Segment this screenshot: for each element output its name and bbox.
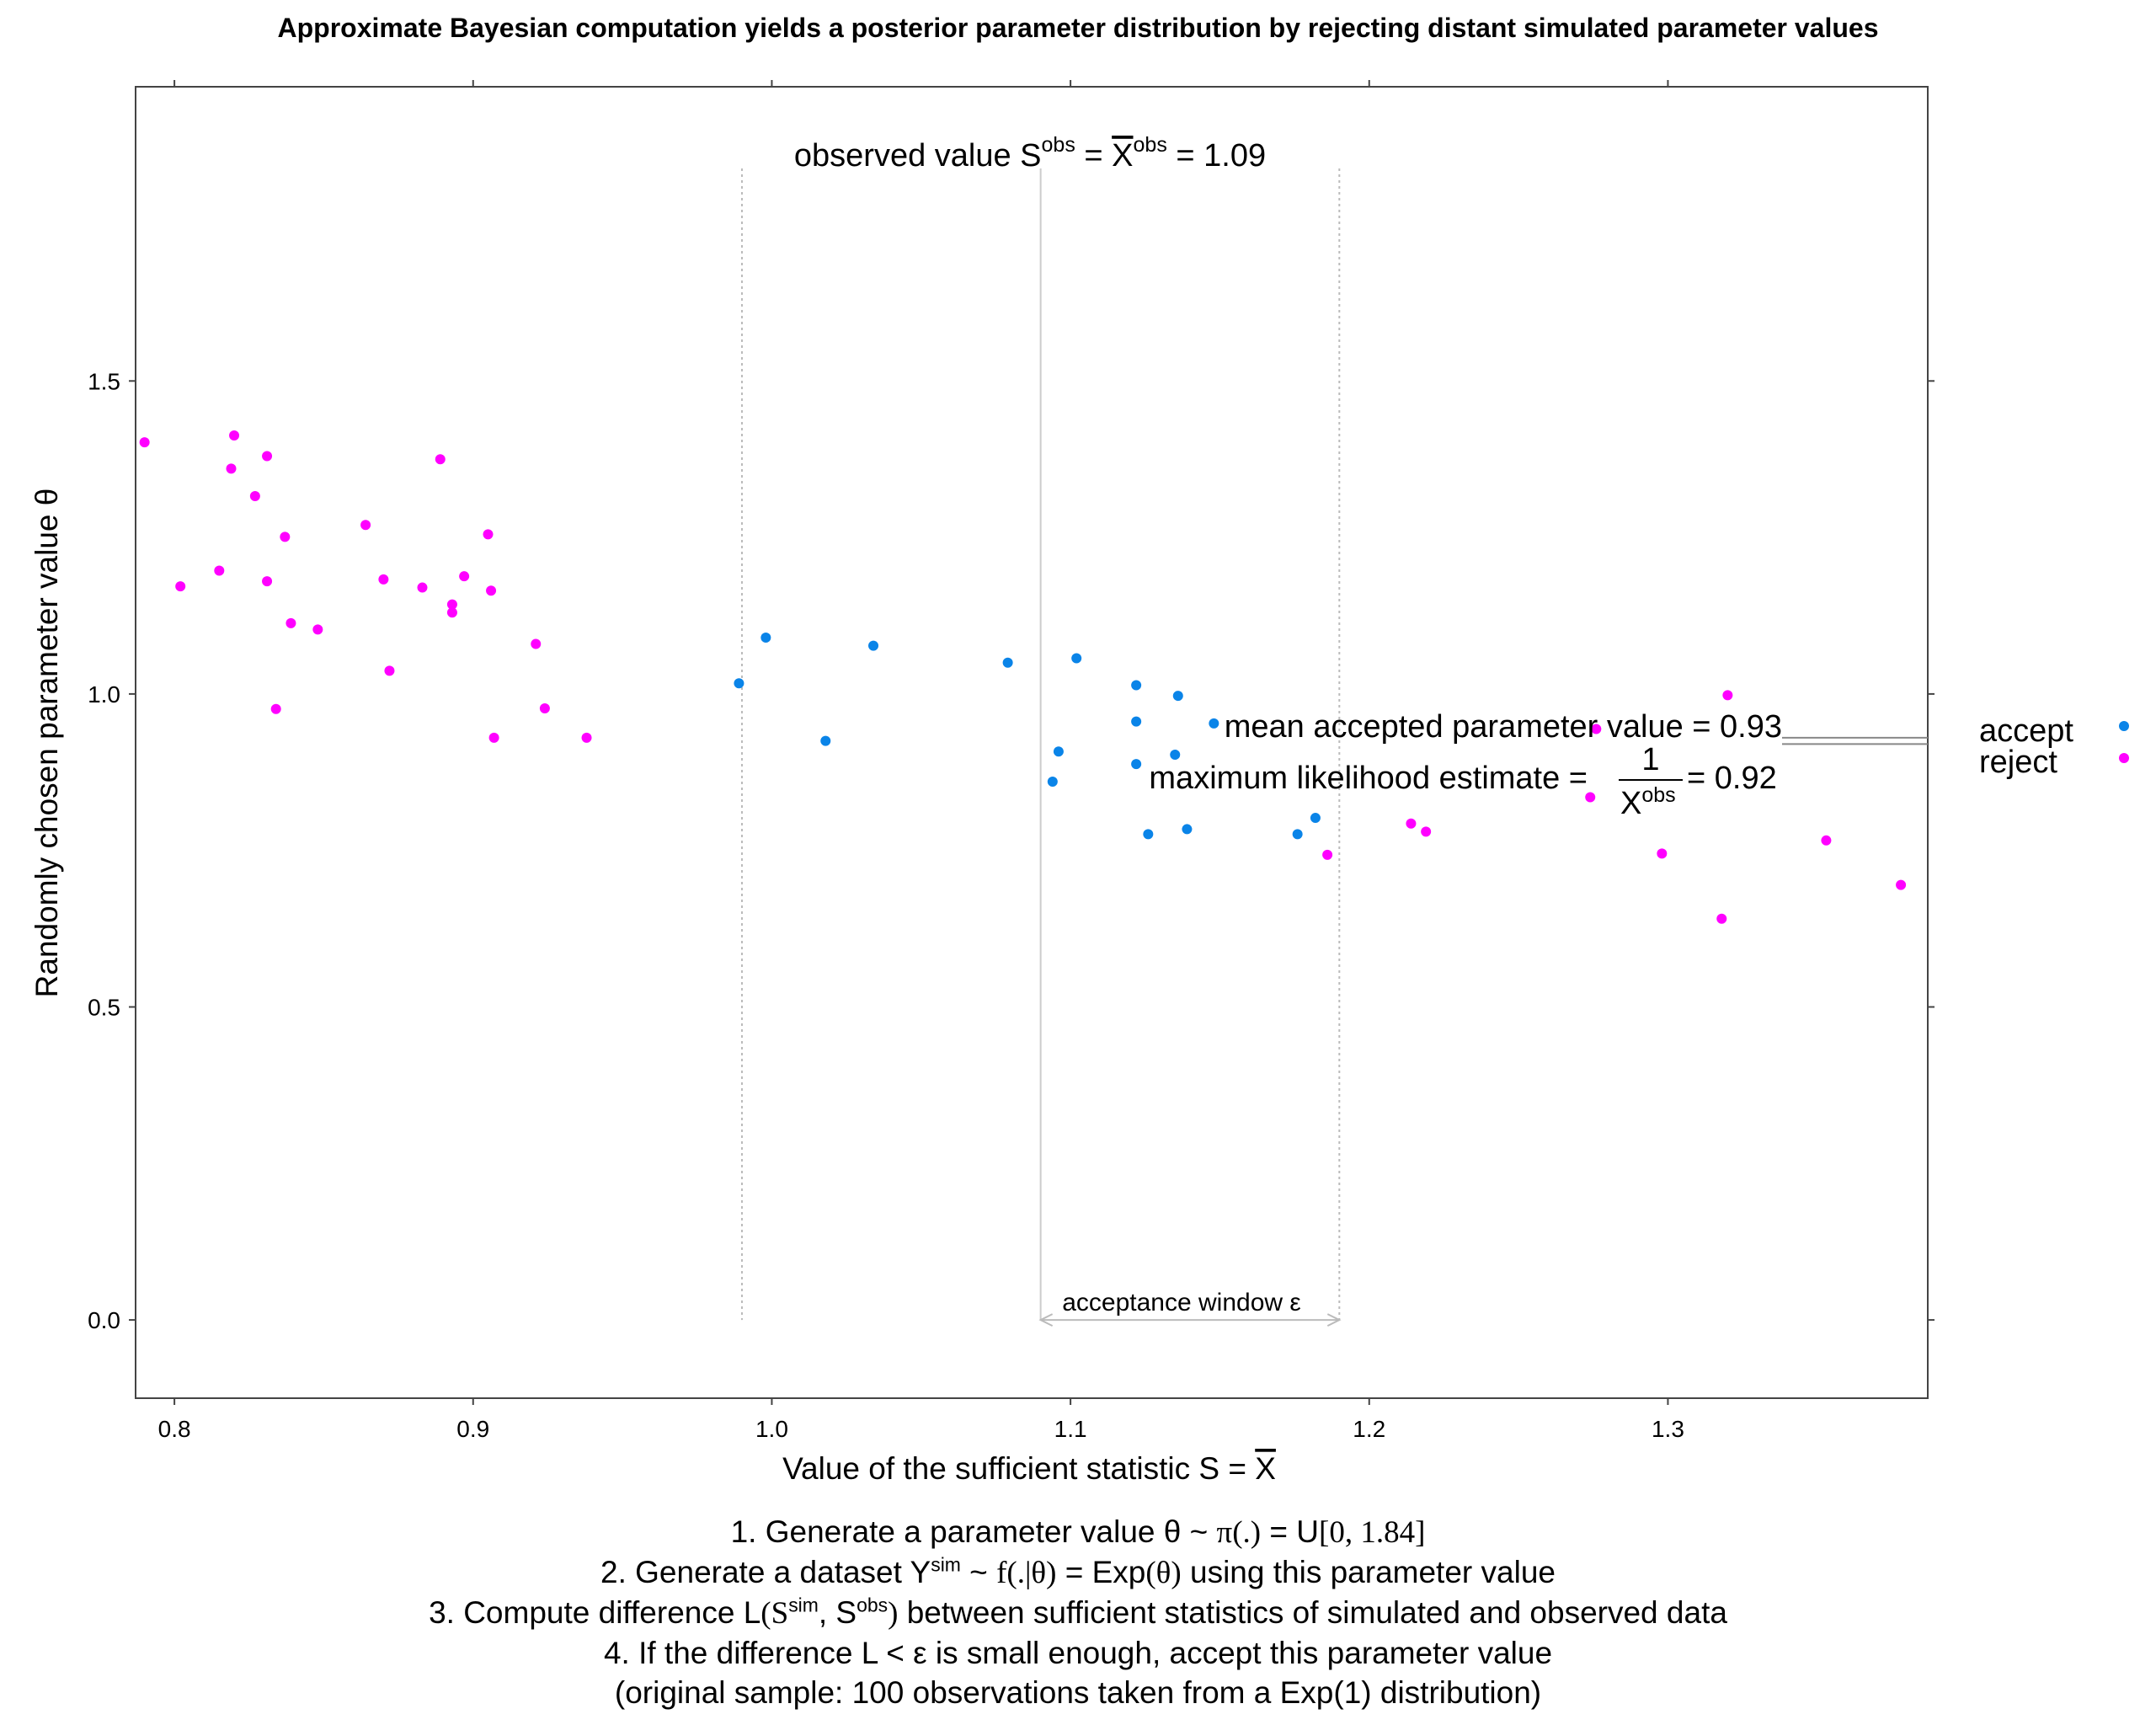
step-1: 1. Generate a parameter value θ ~ π(.) =… xyxy=(730,1514,1426,1550)
accept-point xyxy=(1292,829,1303,840)
y-tick-label: 1.0 xyxy=(88,681,120,708)
mle-annotation: maximum likelihood estimate = 1 Xobs = 0… xyxy=(1149,742,1776,821)
step-3: 3. Compute difference L(Ssim, Sobs) betw… xyxy=(429,1594,1727,1631)
y-axis-title: Randomly chosen parameter value θ xyxy=(29,489,64,998)
accept-point xyxy=(1053,746,1064,757)
legend: accept reject xyxy=(1979,713,2129,780)
acceptance-window-label: acceptance window ε xyxy=(1062,1289,1301,1316)
x-axis-title: Value of the sufficient statistic S = X xyxy=(782,1451,1276,1486)
reject-point xyxy=(312,624,323,635)
accept-point xyxy=(1071,653,1082,664)
accept-point xyxy=(868,640,879,651)
reject-point xyxy=(262,451,273,462)
chart-title: Approximate Bayesian computation yields … xyxy=(278,13,1879,43)
reject-point xyxy=(1421,826,1432,837)
accept-point xyxy=(1131,716,1142,727)
reject-point xyxy=(539,702,550,713)
reject-point xyxy=(446,599,457,610)
mle-value: = 0.92 xyxy=(1687,761,1777,796)
x-tick-label: 1.1 xyxy=(1054,1416,1087,1442)
reject-point xyxy=(1322,849,1333,860)
algorithm-steps: 1. Generate a parameter value θ ~ π(.) =… xyxy=(0,1512,2156,1712)
legend-label-reject: reject xyxy=(1979,745,2057,780)
reject-point xyxy=(270,703,281,714)
x-tick-label: 1.3 xyxy=(1652,1416,1684,1442)
accept-point xyxy=(1002,657,1013,668)
reject-point xyxy=(486,585,497,596)
y-tick-label: 0.0 xyxy=(88,1307,120,1333)
legend-marker-reject xyxy=(2119,753,2129,763)
reject-point xyxy=(446,607,457,618)
mle-denominator: Xobs xyxy=(1620,783,1676,821)
accept-point xyxy=(1209,718,1219,729)
accept-point xyxy=(1310,813,1321,824)
reject-point xyxy=(1591,724,1602,734)
accept-point xyxy=(1131,680,1142,691)
accept-point xyxy=(1047,776,1058,787)
reject-point xyxy=(262,576,273,587)
y-tick-label: 1.5 xyxy=(88,368,120,394)
reject-point xyxy=(229,430,240,441)
reject-point xyxy=(175,581,186,592)
mle-numerator: 1 xyxy=(1641,742,1659,777)
reject-point xyxy=(1657,848,1668,859)
x-tick-label: 0.8 xyxy=(158,1416,191,1442)
data-points xyxy=(139,430,1907,924)
reject-point xyxy=(286,617,296,628)
accept-point xyxy=(1182,824,1193,835)
reject-point xyxy=(1722,690,1733,701)
step-2: 2. Generate a dataset Ysim ~ f(.|θ) = Ex… xyxy=(600,1553,1556,1590)
accept-point xyxy=(1131,759,1142,770)
arrow-head-left xyxy=(1038,1313,1054,1327)
reject-point xyxy=(378,574,389,585)
y-tick-label: 0.5 xyxy=(88,995,120,1021)
reject-point xyxy=(249,491,260,502)
reject-point xyxy=(384,665,395,676)
x-tick-label: 0.9 xyxy=(456,1416,489,1442)
reject-point xyxy=(483,529,494,540)
acceptance-guides xyxy=(740,168,1928,1327)
y-axis: 0.0 0.5 1.0 1.5 xyxy=(88,368,1935,1333)
reject-point xyxy=(139,437,150,448)
svg-text:Value of the sufficient statis: Value of the sufficient statistic S = X xyxy=(782,1451,1276,1486)
reject-point xyxy=(1716,913,1727,924)
reject-point xyxy=(1821,835,1832,846)
reject-point xyxy=(280,531,291,542)
reject-point xyxy=(459,571,470,582)
reject-point xyxy=(531,638,542,649)
reject-point xyxy=(435,454,446,465)
x-tick-label: 1.0 xyxy=(755,1416,788,1442)
accept-point xyxy=(760,633,771,644)
reject-point xyxy=(581,732,592,743)
x-tick-label: 1.2 xyxy=(1353,1416,1385,1442)
plot-frame xyxy=(135,86,1929,1399)
reject-point xyxy=(1406,818,1417,829)
accept-point xyxy=(734,678,744,689)
arrow-head-right xyxy=(1326,1313,1342,1327)
x-axis: 0.8 0.9 1.0 1.1 1.2 1.3 xyxy=(158,80,1684,1442)
reject-point xyxy=(1896,879,1907,890)
step-4: 4. If the difference L < ε is small enou… xyxy=(603,1636,1553,1670)
accept-point xyxy=(1170,749,1181,760)
observed-value-annotation: observed value Sobs = Xobs = 1.09 xyxy=(794,133,1266,174)
legend-label-accept: accept xyxy=(1979,713,2073,749)
reject-point xyxy=(488,732,499,743)
reject-point xyxy=(214,565,225,576)
mean-accepted-annotation: mean accepted parameter value = 0.93 xyxy=(1225,709,1782,745)
accept-point xyxy=(820,735,831,746)
accept-point xyxy=(1172,691,1183,702)
step-5: (original sample: 100 observations taken… xyxy=(614,1675,1542,1710)
accept-point xyxy=(1143,829,1154,840)
reject-point xyxy=(417,582,428,593)
reject-point xyxy=(360,520,371,531)
reject-point xyxy=(226,463,237,474)
legend-marker-accept xyxy=(2119,721,2129,731)
reject-point xyxy=(1585,792,1596,803)
mle-label: maximum likelihood estimate = xyxy=(1149,761,1588,796)
